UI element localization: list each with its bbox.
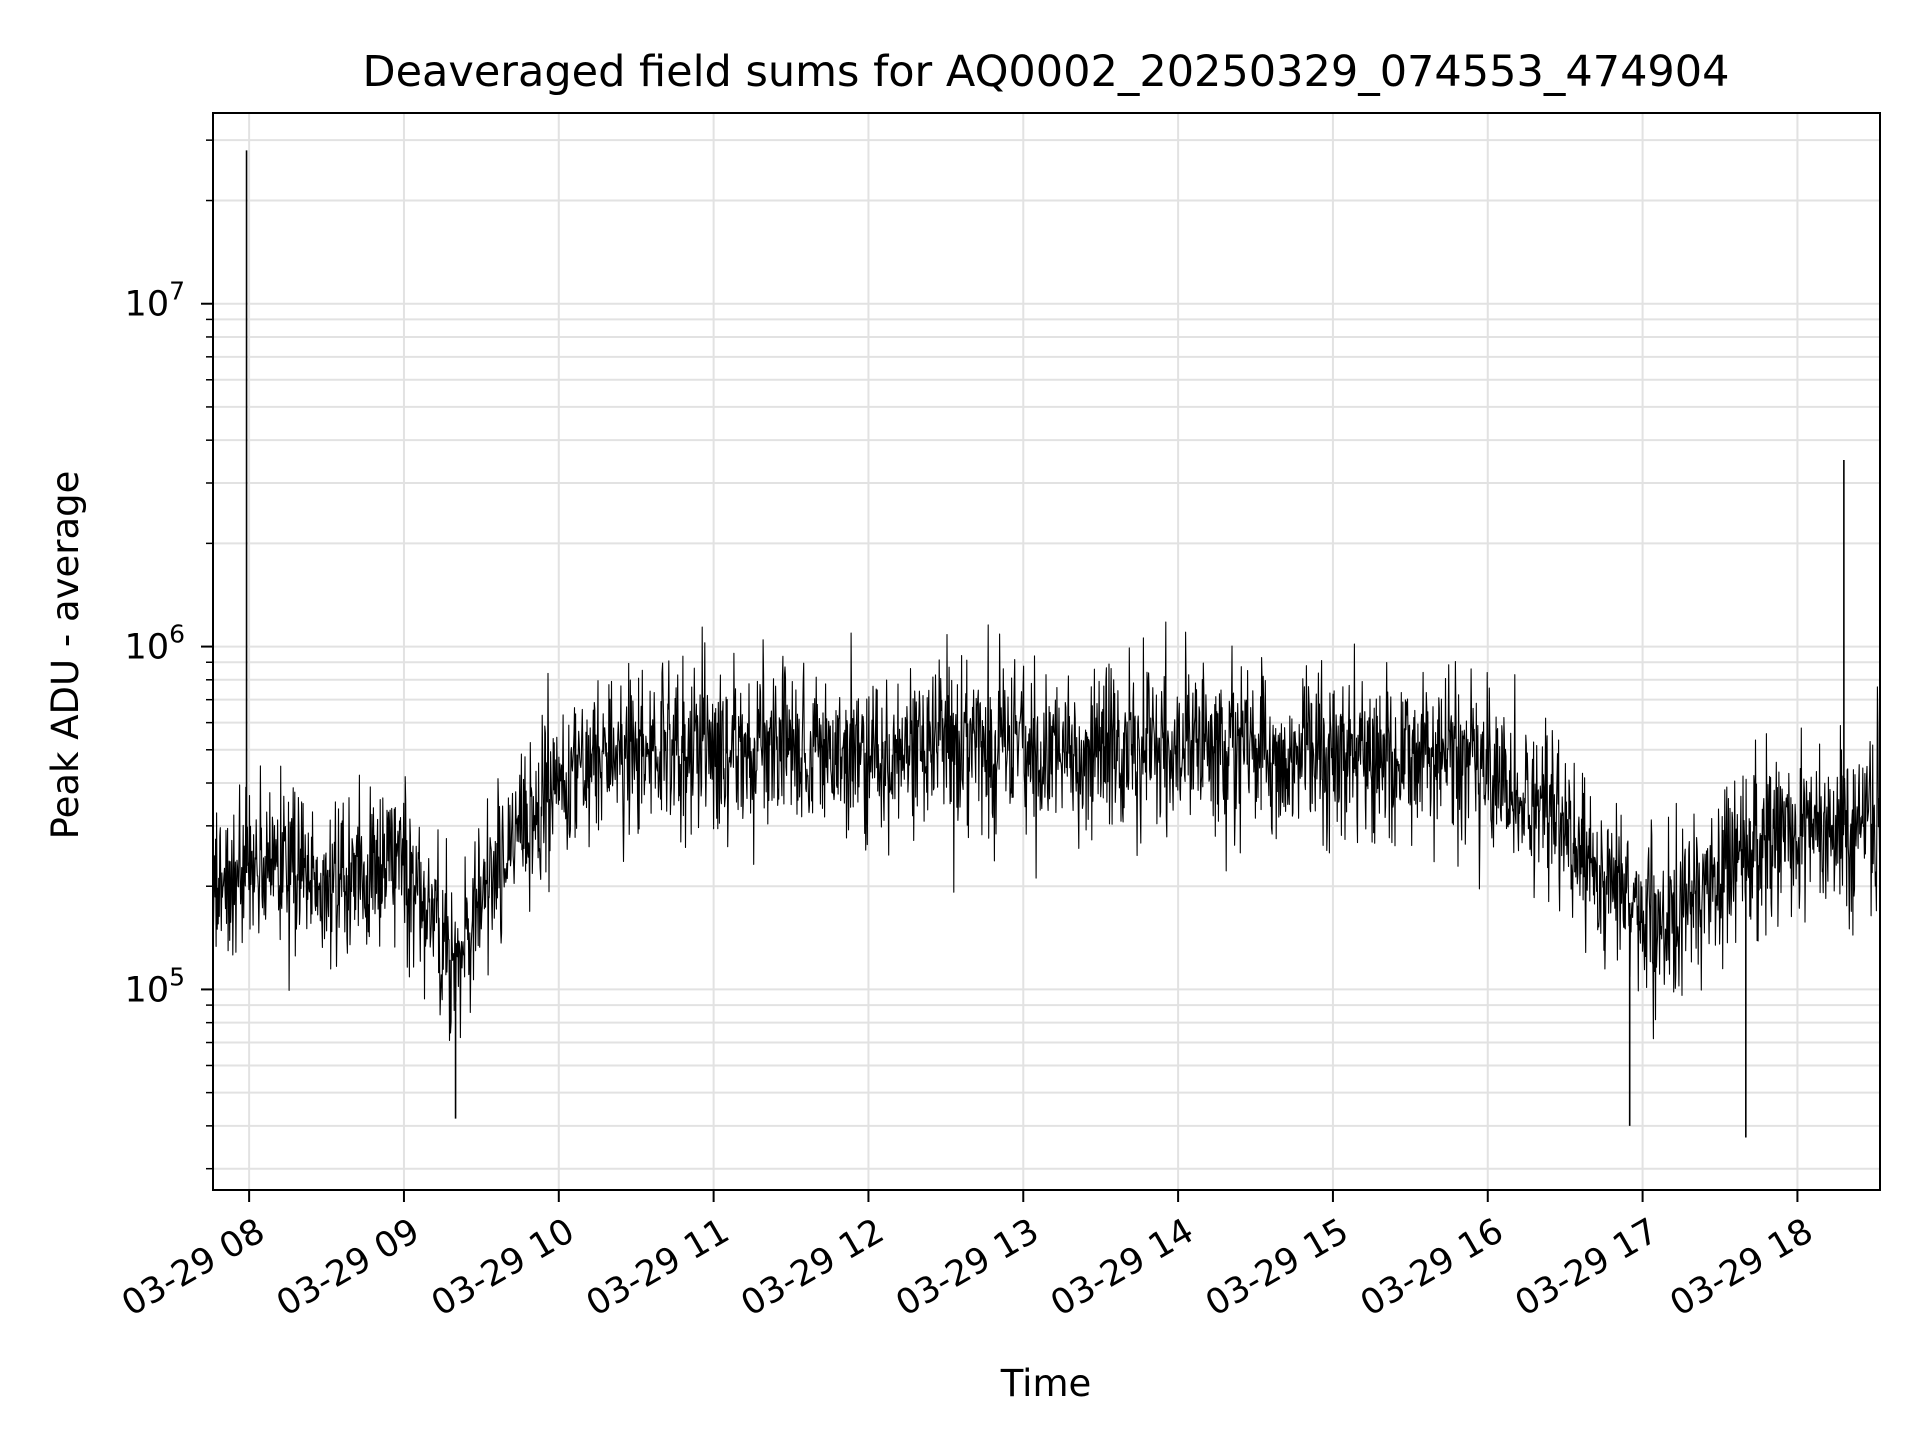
y-tick-exponent: 5 — [169, 962, 185, 991]
plot-area — [213, 150, 1880, 1138]
grid-lines — [213, 113, 1880, 1190]
y-tick-label: 106 — [125, 620, 185, 668]
y-tick-base: 10 — [125, 970, 170, 1010]
series-line — [213, 621, 1880, 1042]
axes-frame — [212, 112, 1881, 1191]
y-tick-label: 107 — [125, 277, 185, 325]
y-tick-exponent: 7 — [169, 277, 185, 306]
chart-title: Deaveraged field sums for AQ0002_2025032… — [362, 47, 1729, 97]
y-axis-label: Peak ADU - average — [44, 471, 87, 840]
y-tick-base: 10 — [125, 285, 170, 325]
y-tick-label: 105 — [125, 962, 185, 1010]
x-axis-label: Time — [1000, 1362, 1092, 1405]
y-tick-exponent: 6 — [169, 620, 185, 649]
series-group — [213, 150, 1880, 1138]
y-tick-base: 10 — [125, 628, 170, 668]
